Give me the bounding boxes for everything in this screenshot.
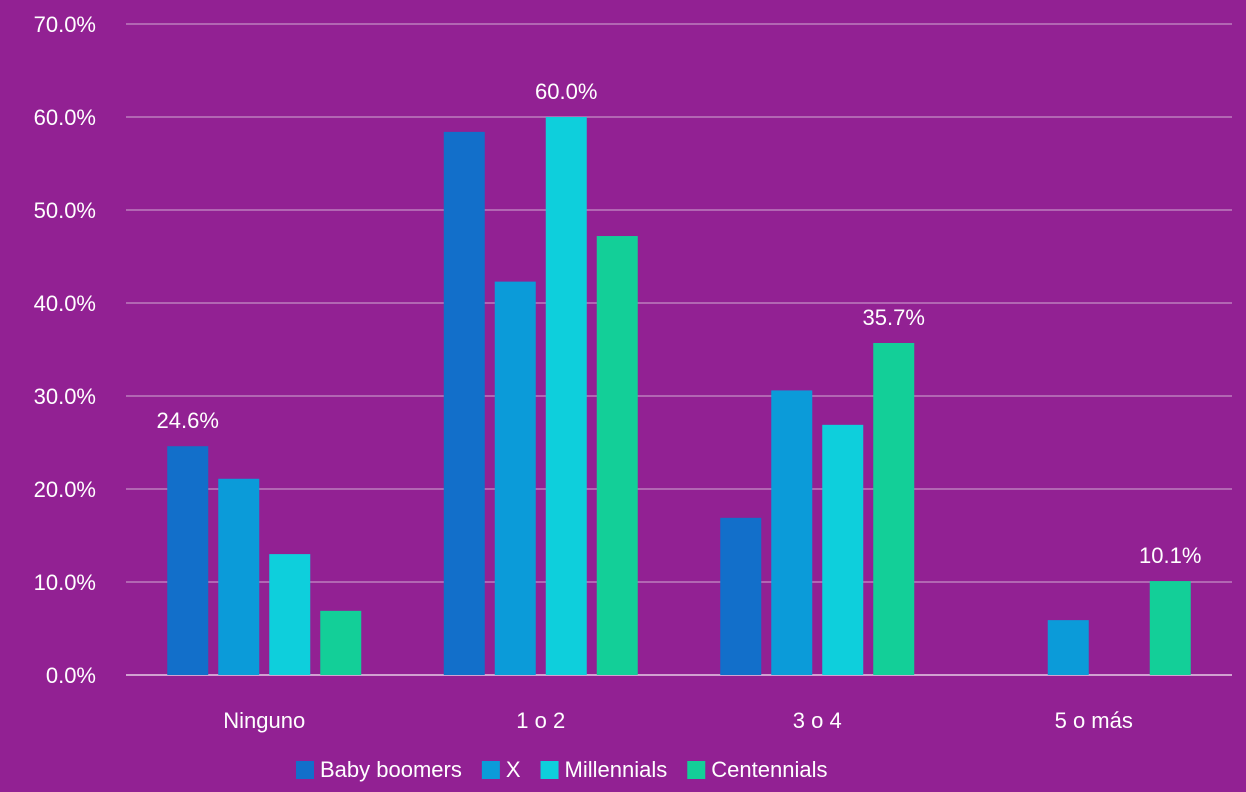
bar-x <box>494 281 536 675</box>
y-tick-label: 0.0% <box>46 663 96 688</box>
bar-centennials <box>1149 581 1191 675</box>
legend-swatch <box>481 761 500 779</box>
bar-centennials <box>596 236 638 676</box>
legend-label: Baby boomers <box>320 757 462 782</box>
data-label: 35.7% <box>863 305 925 330</box>
data-label: 60.0% <box>535 79 597 104</box>
bar-centennials <box>320 610 362 675</box>
legend-label: Centennials <box>711 757 827 782</box>
legend-swatch <box>540 761 559 779</box>
legend-swatch <box>296 761 314 779</box>
y-tick-label: 50.0% <box>34 198 96 223</box>
x-category-label: 5 o más <box>1055 708 1133 733</box>
data-label: 24.6% <box>157 408 219 433</box>
y-tick-label: 60.0% <box>34 105 96 130</box>
bar-baby-boomers <box>720 517 762 675</box>
bar-baby-boomers <box>167 446 209 675</box>
y-tick-label: 20.0% <box>34 477 96 502</box>
bar-millennials <box>822 424 864 675</box>
x-category-label: 3 o 4 <box>793 708 842 733</box>
bar-x <box>771 390 813 675</box>
bar-baby-boomers <box>443 131 485 675</box>
legend-label: X <box>506 757 521 782</box>
bar-millennials <box>269 554 311 675</box>
x-category-label: Ninguno <box>223 708 305 733</box>
data-label: 10.1% <box>1139 543 1201 568</box>
bar-x <box>1047 620 1089 675</box>
y-tick-label: 40.0% <box>34 291 96 316</box>
bar-millennials <box>545 117 587 675</box>
bar-centennials <box>873 342 915 675</box>
legend-swatch <box>687 761 706 779</box>
y-tick-label: 10.0% <box>34 570 96 595</box>
bar-x <box>218 478 260 675</box>
x-category-label: 1 o 2 <box>516 708 565 733</box>
y-tick-label: 70.0% <box>34 12 96 37</box>
y-tick-label: 30.0% <box>34 384 96 409</box>
legend-label: Millennials <box>565 757 668 782</box>
